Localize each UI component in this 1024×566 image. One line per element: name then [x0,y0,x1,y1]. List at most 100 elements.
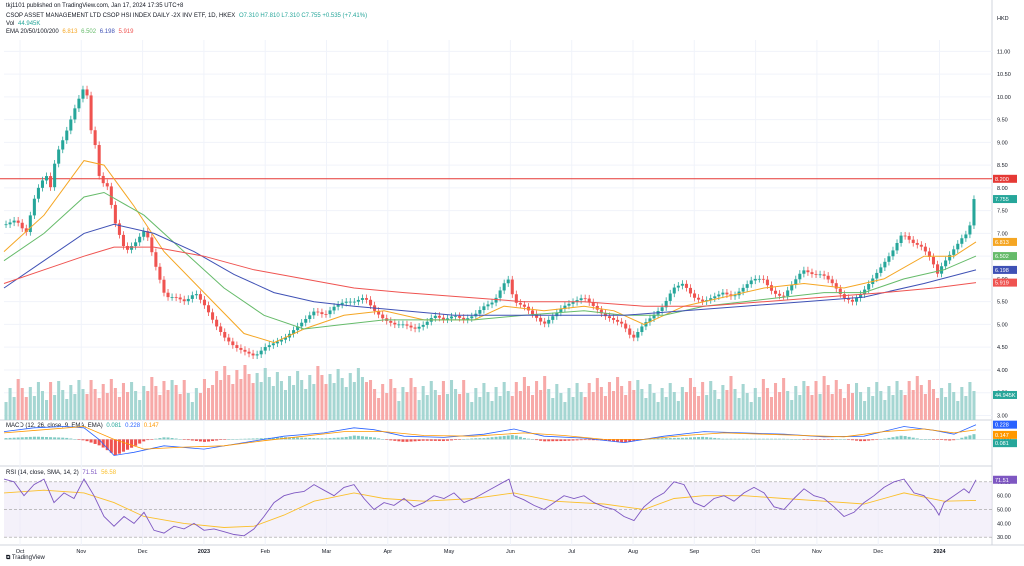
volume-bar [944,397,948,420]
macd-histogram-bar [972,434,976,440]
candle-body [713,296,717,299]
rsi-badge [993,475,1017,484]
volume-bar [660,388,664,420]
volume-bar [466,393,470,420]
candle-body [676,285,680,288]
candle-body [243,349,247,352]
volume-bar [259,382,263,420]
volume-bar [45,400,49,420]
volume-bar [798,395,802,420]
macd-histogram-bar [12,437,16,440]
macd-histogram-bar [830,439,834,440]
candle-body [741,287,745,292]
volume-bar [130,382,134,420]
macd-histogram-bar [769,438,773,440]
volume-bar [8,388,12,420]
candle-body [12,220,16,223]
volume-bar [235,370,239,420]
macd-histogram-bar [652,438,656,440]
volume-bar [648,384,652,420]
macd-histogram-bar [296,437,300,440]
candle-body [393,322,397,325]
candle-body [790,284,794,291]
symbol-title[interactable]: CSOP ASSET MANAGEMENT LTD CSOP HSI INDEX… [6,13,236,19]
candle-body [235,345,239,349]
candle-body [364,298,368,300]
macd-histogram-bar [761,438,765,440]
candle-body [486,304,490,307]
macd-histogram-bar [121,439,125,452]
macd-histogram-bar [247,438,251,440]
macd-histogram-bar [134,439,138,446]
volume-bar [599,387,603,420]
macd-value-signal: 0.147 [143,423,159,429]
candle-body [684,283,688,288]
volume-bar [867,387,871,420]
volume-bar [952,392,956,420]
macd-label[interactable]: MACD (12, 26, close, 9, EMA, EMA) [6,423,103,429]
rsi-label[interactable]: RSI (14, close, SMA, 14, 2) [6,470,79,476]
volume-bar [105,393,109,420]
candle-body [968,225,972,235]
macd-histogram-bar [215,439,219,441]
volume-bar [324,384,328,420]
macd-line [3,424,977,456]
volume-bar [709,381,713,420]
macd-histogram-bar [429,439,433,441]
candle-body [891,250,895,257]
volume-bar [790,400,794,420]
macd-histogram-bar [393,439,397,441]
macd-histogram-bar [190,439,194,441]
macd-histogram-bar [733,438,737,440]
symbol-line: CSOP ASSET MANAGEMENT LTD CSOP HSI INDEX… [6,13,369,19]
candle-body [494,297,498,303]
macd-badge-label: 0.081 [995,441,1009,447]
candle-body [445,318,449,320]
candle-body [194,294,198,296]
macd-histogram-bar [741,438,745,440]
time-tick-label: Oct [751,549,760,555]
macd-histogram-bar [526,438,530,440]
macd-histogram-bar [182,439,186,440]
volume-label[interactable]: Vol [6,21,15,27]
ema-label[interactable]: EMA 20/50/100/200 [6,29,59,35]
volume-bar [308,375,312,420]
volume-bar [842,398,846,420]
candle-body [239,348,243,350]
macd-histogram-bar [425,439,429,441]
volume-bar [745,393,749,420]
macd-histogram-bar [478,438,482,440]
volume-bar [170,380,174,420]
candle-body [454,315,458,317]
volume-bar [401,387,405,420]
macd-histogram-bar [547,439,551,442]
candlesticks [4,85,976,360]
volume-bar [814,381,818,420]
candle-body [960,238,964,244]
volume-bar [575,383,579,420]
macd-histogram-bar [409,439,413,442]
volume-bar [526,386,530,420]
tradingview-icon: ⧉ [6,555,11,561]
candle-body [911,239,915,243]
candle-body [514,294,518,303]
macd-histogram-bar [4,438,8,440]
macd-histogram-bar [20,437,24,440]
macd-histogram-bar [466,438,470,440]
candle-body [73,108,77,120]
volume-bar [729,376,733,420]
rsi-pane [3,478,992,538]
macd-legend: MACD (12, 26, close, 9, EMA, EMA) 0.081 … [6,423,161,429]
volume-bar [182,380,186,420]
macd-histogram-bar [802,439,806,440]
macd-histogram-bar [660,438,664,440]
macd-histogram-bar [470,438,474,440]
volume-bar [919,385,923,420]
macd-histogram-bar [559,439,563,442]
volume-bar [296,371,300,420]
volume-bar [964,396,968,420]
time-tick-label: Apr [384,549,393,555]
volume-bar [972,391,976,420]
volume-bar [652,393,656,420]
